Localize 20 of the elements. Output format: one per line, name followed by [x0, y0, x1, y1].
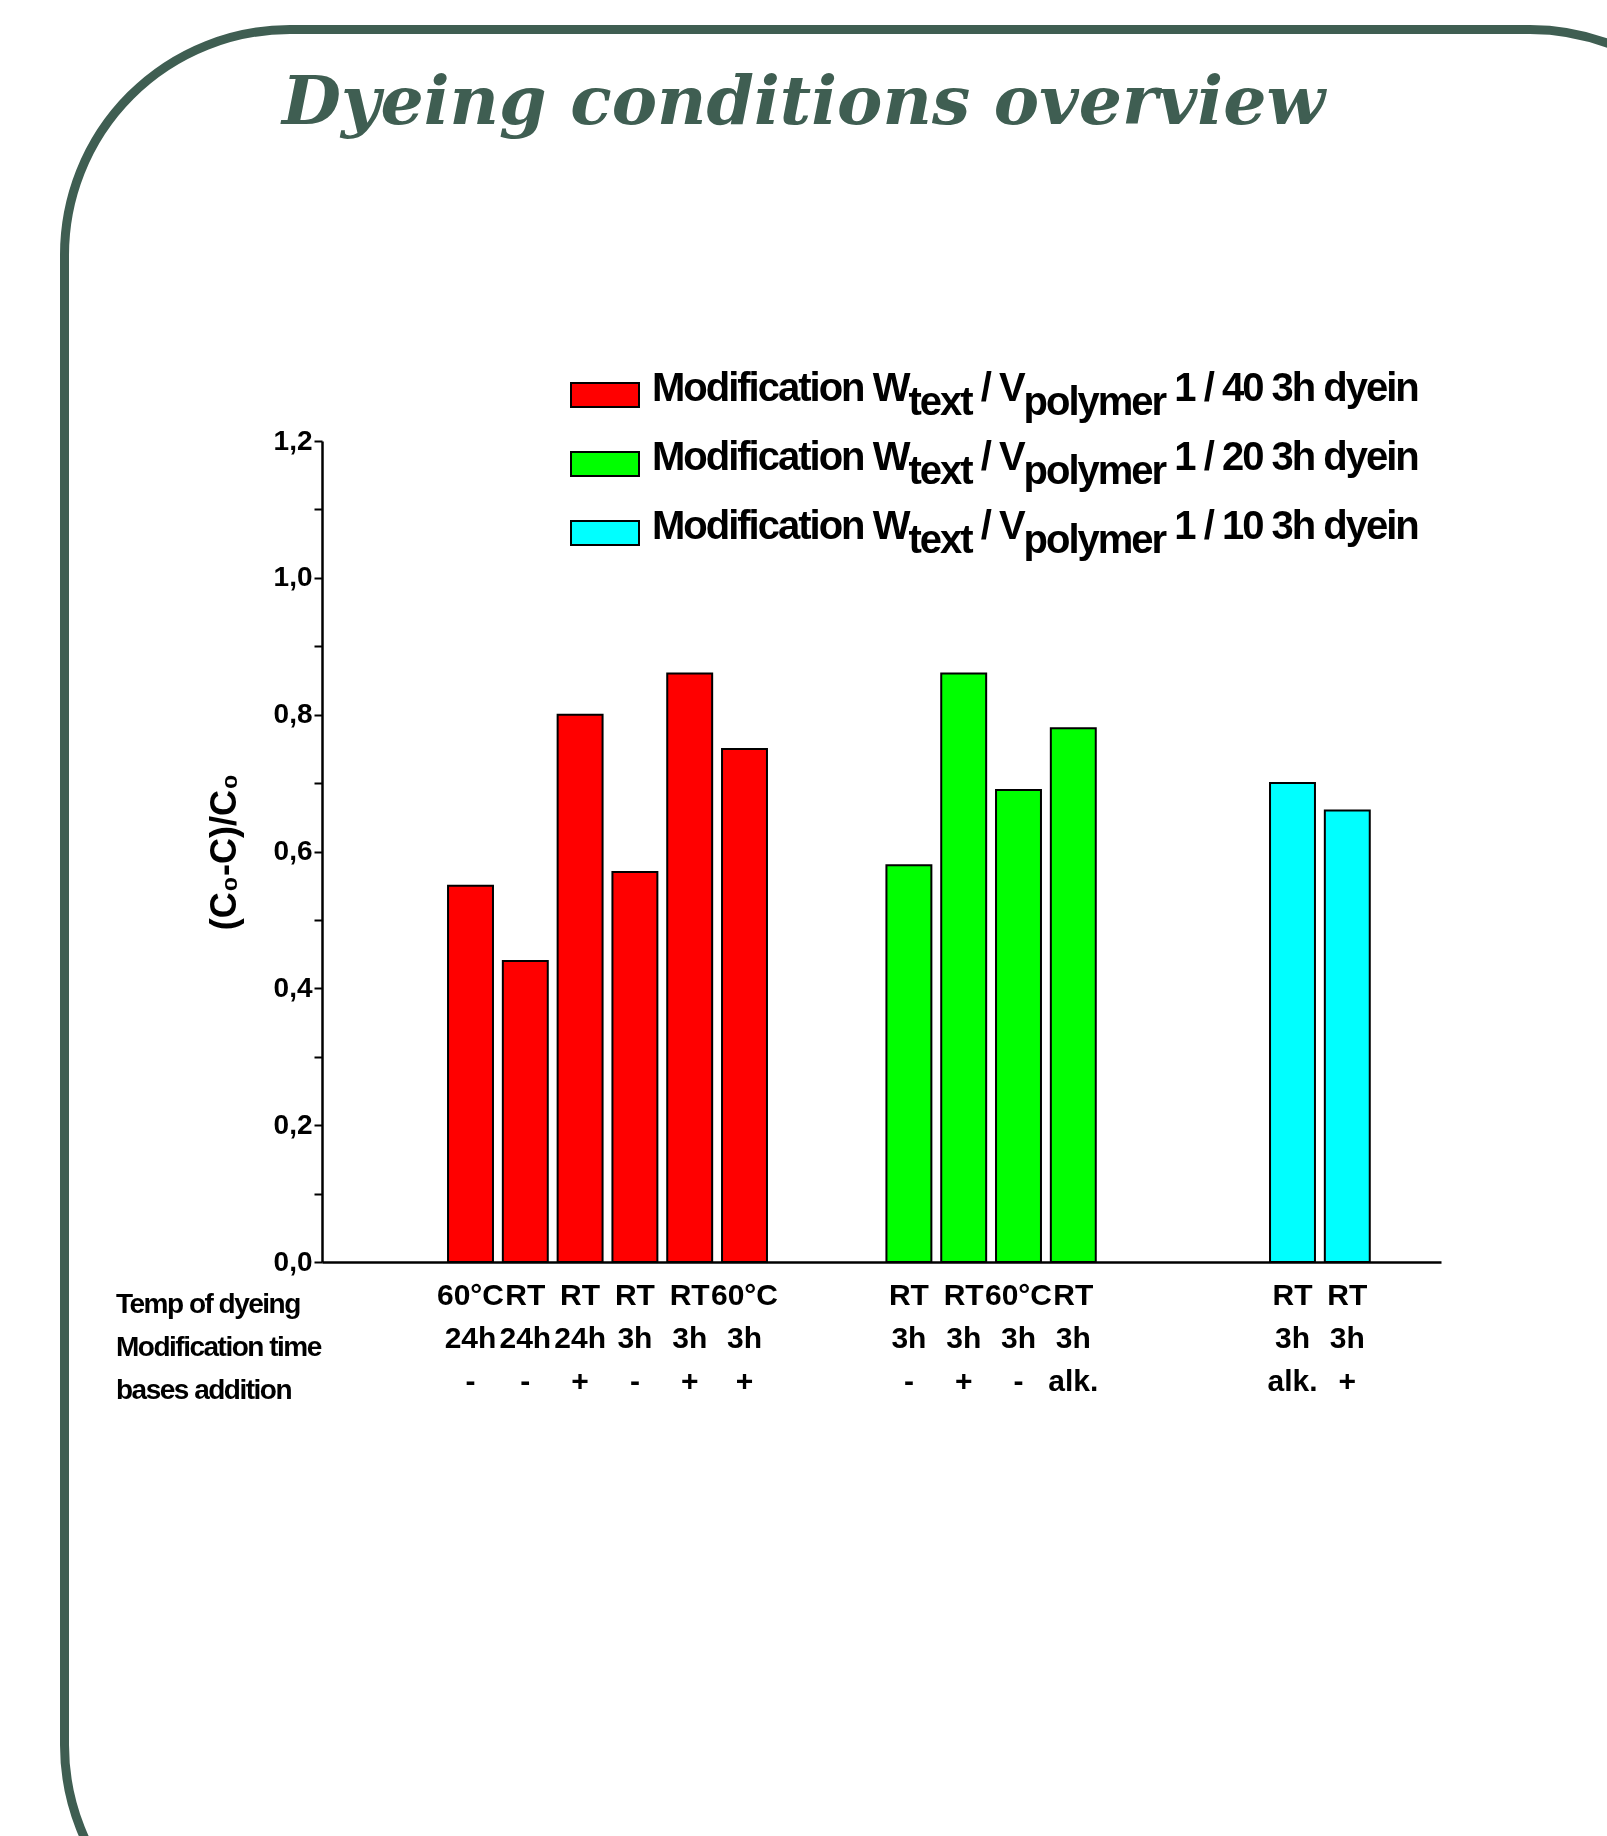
x-tick-label: RT 3h - — [888, 1277, 929, 1397]
x-tick-label: RT 3h + — [1327, 1277, 1368, 1397]
y-tick-label: 0,4 — [273, 971, 313, 1003]
y-tick-label: 0,6 — [273, 835, 313, 866]
text: Temp of dyeing — [116, 1287, 301, 1321]
chart-title: Dyeing conditions overview — [279, 60, 1328, 140]
text: bases addition — [116, 1373, 293, 1407]
text: Modification time — [116, 1330, 321, 1364]
x-tick-label: RT 3h - — [614, 1277, 655, 1397]
y-tick-label: 1,0 — [273, 561, 313, 593]
x-tick-label: RT 24h + — [554, 1277, 606, 1397]
x-tick-label: RT 3h alk. — [1267, 1277, 1318, 1397]
x-tick-label: RT 3h + — [943, 1277, 984, 1397]
x-tick-label: 60°C 3h + — [710, 1277, 779, 1397]
y-tick-label: 0,0 — [273, 1245, 313, 1277]
y-tick-label: 0,8 — [273, 698, 313, 730]
y-tick-label: 1,2 — [273, 424, 313, 456]
y-axis-title: (C₀-C)/C₀ — [202, 773, 244, 931]
x-tick-label: RT 3h + — [669, 1277, 710, 1397]
y-tick-label: 0,2 — [273, 1108, 313, 1140]
